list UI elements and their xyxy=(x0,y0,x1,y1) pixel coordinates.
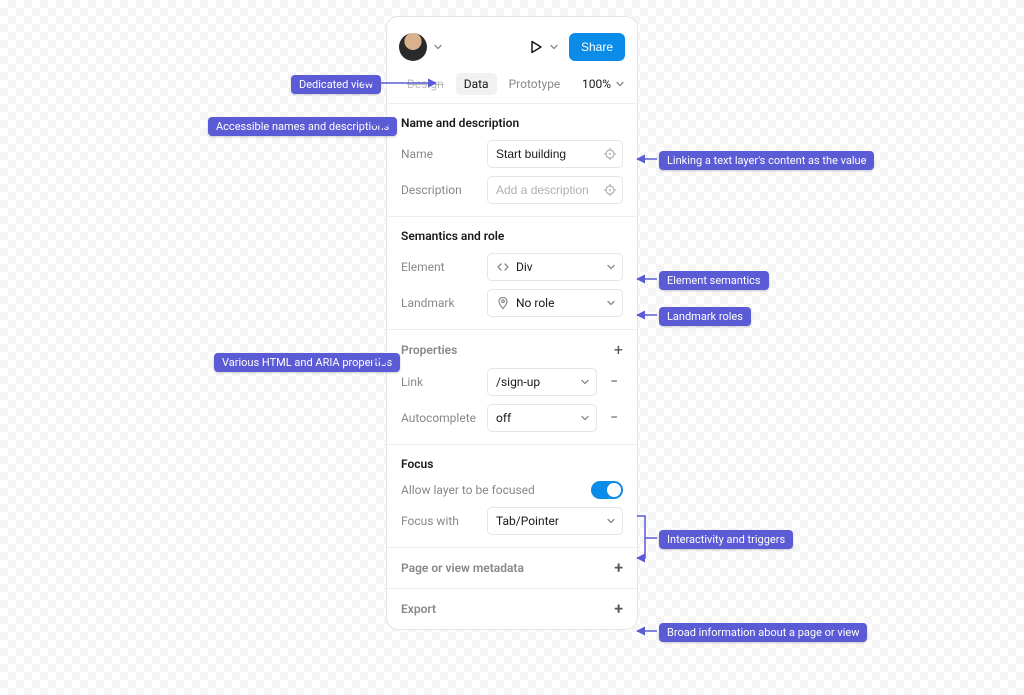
section-heading: Export xyxy=(401,602,436,616)
link-select[interactable]: /sign-up xyxy=(487,368,597,396)
annotation-dedicated-view: Dedicated view xyxy=(291,75,381,94)
chevron-down-icon xyxy=(606,516,616,526)
landmark-label: Landmark xyxy=(401,296,479,310)
section-heading: Semantics and role xyxy=(401,229,623,243)
landmark-select[interactable]: No role xyxy=(487,289,623,317)
chevron-down-icon xyxy=(433,42,443,52)
description-label: Description xyxy=(401,183,479,197)
add-property-button[interactable]: + xyxy=(614,342,623,358)
section-focus: Focus Allow layer to be focused Focus wi… xyxy=(387,445,637,548)
focus-with-label: Focus with xyxy=(401,514,479,528)
chevron-down-icon xyxy=(606,298,616,308)
section-properties: Properties + Link /sign-up − Autocomplet… xyxy=(387,330,637,445)
tab-design[interactable]: Design xyxy=(399,73,452,95)
section-page-metadata[interactable]: Page or view metadata + xyxy=(387,548,637,589)
avatar xyxy=(399,33,427,61)
code-icon xyxy=(496,260,510,274)
link-label: Link xyxy=(401,375,479,389)
allow-focus-label: Allow layer to be focused xyxy=(401,483,583,497)
section-heading: Name and description xyxy=(401,116,623,130)
target-icon[interactable] xyxy=(603,183,617,197)
element-label: Element xyxy=(401,260,479,274)
remove-link-button[interactable]: − xyxy=(605,374,623,390)
autocomplete-label: Autocomplete xyxy=(401,411,479,425)
preview-button[interactable] xyxy=(527,38,559,56)
topbar: Share xyxy=(387,17,637,67)
section-heading: Properties xyxy=(401,343,457,357)
annotation-linking-text: Linking a text layer's content as the va… xyxy=(659,151,874,170)
play-icon xyxy=(527,38,545,56)
annotation-interactivity: Interactivity and triggers xyxy=(659,530,793,549)
chevron-down-icon xyxy=(580,377,590,387)
allow-focus-toggle[interactable] xyxy=(591,481,623,499)
tabs: Design Data Prototype 100% xyxy=(387,73,637,104)
pin-icon xyxy=(496,296,510,310)
section-heading: Focus xyxy=(401,457,623,471)
add-export-button[interactable]: + xyxy=(614,601,623,617)
element-value: Div xyxy=(516,260,533,274)
zoom-select[interactable]: 100% xyxy=(582,77,625,91)
link-value: /sign-up xyxy=(496,375,540,389)
section-export[interactable]: Export + xyxy=(387,589,637,629)
inspector-panel: Share Design Data Prototype 100% Name an… xyxy=(386,16,638,630)
annotation-page-info: Broad information about a page or view xyxy=(659,623,867,642)
autocomplete-value: off xyxy=(496,411,511,425)
element-select[interactable]: Div xyxy=(487,253,623,281)
user-menu[interactable] xyxy=(399,33,443,61)
annotation-landmark-roles: Landmark roles xyxy=(659,307,751,326)
section-name-description: Name and description Name Description xyxy=(387,104,637,217)
landmark-value: No role xyxy=(516,296,554,310)
autocomplete-select[interactable]: off xyxy=(487,404,597,432)
annotation-accessible-names: Accessible names and descriptions xyxy=(208,117,397,136)
focus-with-select[interactable]: Tab/Pointer xyxy=(487,507,623,535)
share-button[interactable]: Share xyxy=(569,33,625,61)
add-metadata-button[interactable]: + xyxy=(614,560,623,576)
tab-prototype[interactable]: Prototype xyxy=(501,73,569,95)
section-semantics: Semantics and role Element Div Landmark … xyxy=(387,217,637,330)
name-label: Name xyxy=(401,147,479,161)
section-heading: Page or view metadata xyxy=(401,561,524,575)
focus-with-value: Tab/Pointer xyxy=(496,514,559,528)
chevron-down-icon xyxy=(580,413,590,423)
target-icon[interactable] xyxy=(603,147,617,161)
tab-data[interactable]: Data xyxy=(456,73,497,95)
annotation-element-semantics: Element semantics xyxy=(659,271,769,290)
chevron-down-icon xyxy=(606,262,616,272)
chevron-down-icon xyxy=(549,42,559,52)
remove-autocomplete-button[interactable]: − xyxy=(605,410,623,426)
zoom-value: 100% xyxy=(582,77,611,91)
annotation-html-aria: Various HTML and ARIA properties xyxy=(214,353,400,372)
